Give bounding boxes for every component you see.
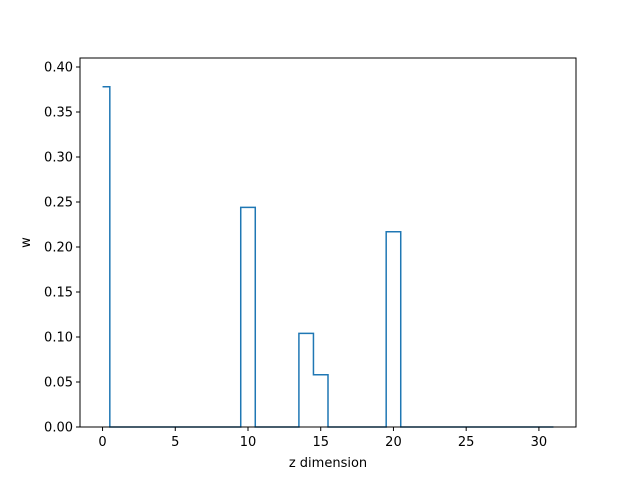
y-axis-label: w <box>19 237 34 248</box>
x-tick-label: 20 <box>385 435 402 450</box>
axes-ticks: 0 5 10 15 20 25 30 0.00 0.05 0.10 0.15 0.20 0.25 0.30… <box>44 61 547 451</box>
x-tick-label: 5 <box>171 435 179 450</box>
y-tick-label: 0.15 <box>44 286 73 301</box>
y-tick-label: 0.40 <box>44 61 73 76</box>
y-tick-label: 0.05 <box>44 376 73 391</box>
y-tick-label: 0.20 <box>44 241 73 256</box>
x-axis-label: z dimension <box>289 456 367 471</box>
x-tick-label: 15 <box>312 435 329 450</box>
y-tick-label: 0.35 <box>44 106 73 121</box>
y-tick-label: 0.00 <box>44 421 73 436</box>
x-tick-label: 25 <box>458 435 475 450</box>
x-tick-label: 10 <box>240 435 257 450</box>
y-tick-label: 0.30 <box>44 151 73 166</box>
axes-frame <box>79 57 577 428</box>
x-tick-label: 0 <box>98 435 106 450</box>
y-tick-label: 0.10 <box>44 331 73 346</box>
x-tick-label: 30 <box>531 435 548 450</box>
y-tick-label: 0.25 <box>44 196 73 211</box>
